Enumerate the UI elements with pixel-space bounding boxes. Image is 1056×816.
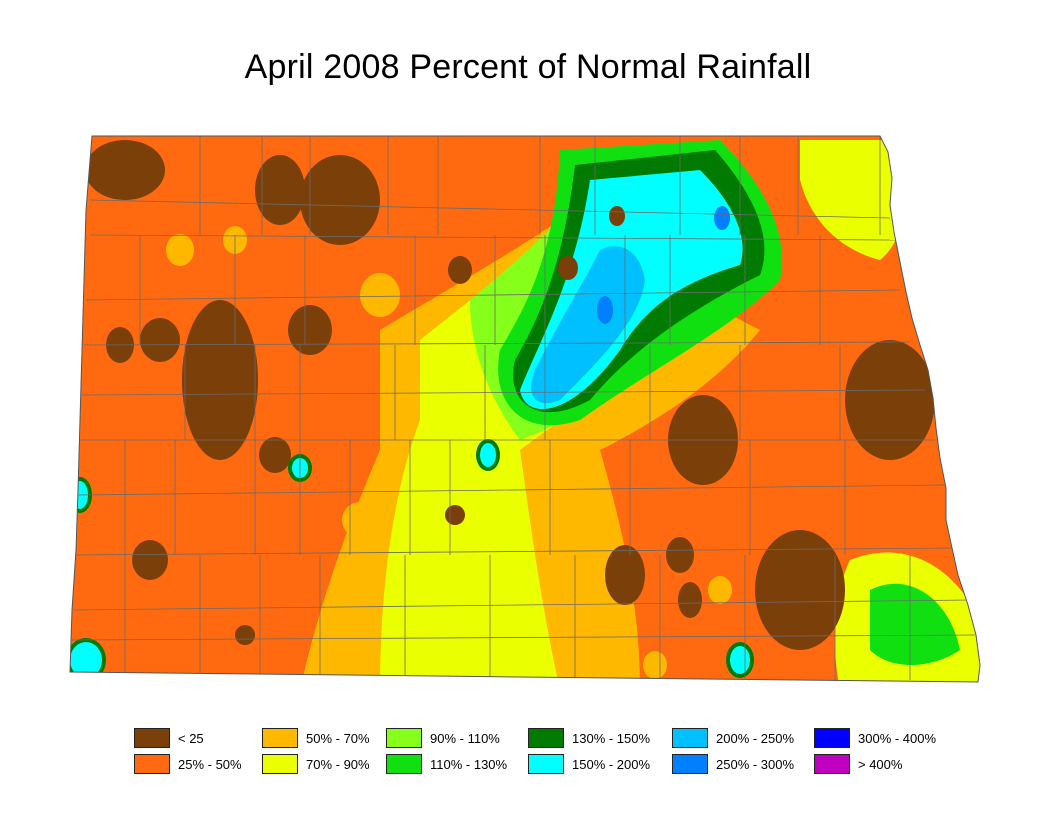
legend-label: 50% - 70%	[306, 730, 370, 746]
zone-50-70	[708, 576, 732, 604]
zone-200-250	[531, 246, 645, 404]
zone-under-25	[445, 505, 465, 525]
legend-item: 250% - 300%	[672, 754, 794, 774]
county-line	[89, 199, 891, 219]
legend-label: 200% - 250%	[716, 730, 795, 746]
zone-under-25	[140, 318, 180, 362]
legend-swatch	[386, 728, 422, 748]
legend-label: 25% - 50%	[178, 756, 242, 772]
legend-label: 130% - 150%	[572, 730, 651, 746]
zone-under-25	[678, 582, 702, 618]
legend-swatch	[528, 728, 564, 748]
zone-150-200	[70, 642, 102, 678]
zone-50-70	[342, 502, 378, 538]
legend-item: 50% - 70%	[262, 728, 370, 748]
legend-swatch	[672, 728, 708, 748]
legend-swatch	[262, 754, 298, 774]
legend-label: 300% - 400%	[858, 730, 937, 746]
legend-item: 25% - 50%	[134, 754, 242, 774]
legend-label: 90% - 110%	[430, 730, 500, 746]
legend-item: 150% - 200%	[528, 754, 650, 774]
map-title: April 2008 Percent of Normal Rainfall	[244, 48, 812, 86]
zone-50-70	[569, 477, 601, 513]
zone-under-25	[448, 256, 472, 284]
legend-item: 110% - 130%	[386, 754, 507, 774]
county-line	[73, 599, 971, 611]
legend-item: 90% - 110%	[386, 728, 500, 748]
zone-70-90	[800, 140, 905, 260]
zone-under-25	[255, 155, 305, 225]
county-line	[81, 389, 926, 396]
zone-under-25	[300, 155, 380, 245]
county-line	[71, 634, 976, 641]
legend-label: 150% - 200%	[572, 756, 651, 772]
legend-swatch	[528, 754, 564, 774]
legend-label: 250% - 300%	[716, 756, 795, 772]
county-line	[85, 289, 901, 301]
zone-250-300	[597, 296, 613, 324]
legend-item: < 25	[134, 728, 204, 748]
legend-swatch	[134, 728, 170, 748]
zone-under-25	[182, 300, 258, 460]
legend-swatch	[814, 728, 850, 748]
legend-label: 110% - 130%	[430, 756, 508, 772]
legend-label: < 25	[178, 730, 204, 746]
zone-50-70	[643, 651, 667, 679]
county-line	[89, 234, 896, 241]
legend-item: 200% - 250%	[672, 728, 794, 748]
zone-under-25	[259, 437, 291, 473]
legend-item: > 400%	[814, 754, 902, 774]
county-line	[75, 547, 956, 556]
zone-150-200	[730, 646, 750, 674]
zone-50-70	[166, 234, 194, 266]
zone-under-25	[666, 537, 694, 573]
zone-under-25	[235, 625, 255, 645]
zone-150-200	[480, 443, 496, 467]
zone-under-25	[605, 545, 645, 605]
legend-item: 130% - 150%	[528, 728, 650, 748]
zone-50-70	[360, 273, 400, 317]
legend-swatch	[134, 754, 170, 774]
legend-item: 300% - 400%	[814, 728, 936, 748]
zone-under-25	[558, 256, 578, 280]
zone-250-300	[714, 206, 730, 230]
zone-under-25	[288, 305, 332, 355]
legend: < 25 25% - 50% 50% - 70% 70% - 90% 90% - 110…	[134, 728, 964, 778]
zone-under-25	[609, 206, 625, 226]
legend-swatch	[262, 728, 298, 748]
legend-label: > 400%	[858, 756, 903, 772]
legend-swatch	[672, 754, 708, 774]
legend-swatch	[386, 754, 422, 774]
county-line	[77, 484, 946, 496]
zone-under-25	[755, 530, 845, 650]
county-line	[83, 341, 911, 346]
zone-under-25	[85, 140, 165, 200]
zone-under-25	[132, 540, 168, 580]
legend-item: 70% - 90%	[262, 754, 370, 774]
legend-swatch	[814, 754, 850, 774]
zone-110-130	[870, 583, 960, 665]
legend-label: 70% - 90%	[306, 756, 370, 772]
state-outline	[69, 135, 981, 683]
zone-under-25	[845, 340, 935, 460]
county-boundaries	[71, 136, 976, 680]
